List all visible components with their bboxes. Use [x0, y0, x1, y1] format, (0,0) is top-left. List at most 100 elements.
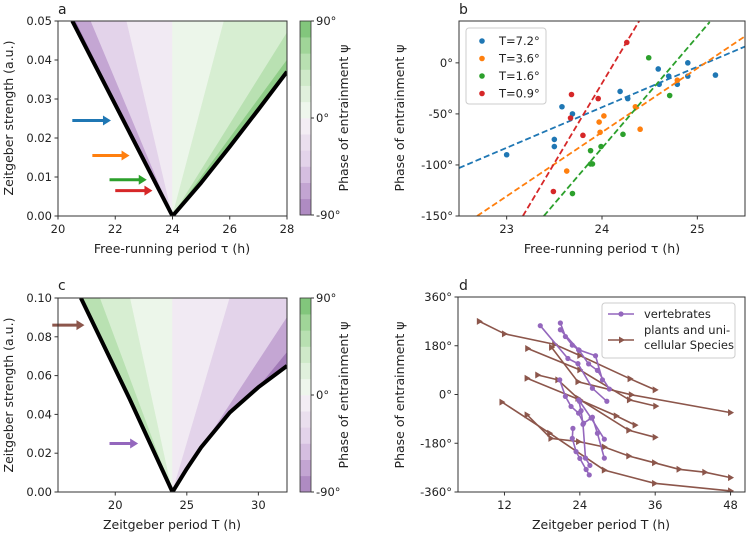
data-point — [570, 425, 576, 431]
data-point — [577, 455, 583, 462]
legend-marker — [619, 336, 625, 344]
data-point — [559, 103, 565, 110]
colorbar-band — [300, 85, 311, 103]
data-point — [599, 377, 606, 383]
panel-label-c: c — [58, 278, 66, 294]
y-tick-label: 0.02 — [26, 446, 52, 460]
colorbar-band — [300, 378, 311, 396]
colorbar-band — [300, 346, 311, 363]
data-point — [586, 361, 592, 367]
x-tick-label: 12 — [497, 498, 512, 512]
colorbar-band — [300, 314, 311, 331]
legend-frame — [465, 27, 547, 105]
data-point — [577, 366, 584, 374]
data-point — [580, 132, 586, 139]
colorbar-tick-label: -90° — [316, 208, 341, 222]
data-point — [568, 91, 575, 98]
colorbar-band — [300, 166, 311, 183]
colorbar-band — [300, 118, 311, 135]
fit-line — [543, 21, 711, 216]
data-point — [652, 386, 659, 394]
series-line — [527, 347, 656, 407]
series-line — [526, 377, 636, 426]
colorbar-band — [300, 330, 311, 347]
y-tick-label: -360° — [420, 485, 452, 499]
unentrained-region-right — [172, 365, 287, 492]
legend-marker — [479, 55, 485, 62]
legend-label: T=3.6° — [498, 52, 540, 66]
axes-frame-c — [57, 297, 288, 493]
y-tick-label: 0.04 — [26, 53, 52, 67]
x-tick-label: 30 — [251, 498, 266, 512]
ylabel-b: Phase of entrainment ψ — [392, 45, 407, 192]
colorbar-label-c: Phase of entrainment ψ — [336, 322, 351, 469]
colorbar-tick-label: 0° — [316, 111, 329, 125]
y-tick-label: 0.00 — [26, 209, 52, 223]
data-point — [595, 95, 601, 102]
colorbar-label-a: Phase of entrainment ψ — [336, 45, 351, 192]
x-tick-label: 36 — [648, 498, 663, 512]
data-point — [632, 421, 639, 429]
y-tick-label: 0.01 — [26, 170, 52, 184]
arrow-head-icon — [102, 115, 111, 126]
x-tick-label: 22 — [108, 222, 123, 236]
y-tick-label: 0° — [440, 56, 453, 70]
colorbar-band — [300, 37, 311, 54]
fit-line — [522, 21, 640, 216]
data-point — [632, 103, 639, 110]
data-point — [557, 327, 563, 333]
xlabel-b: Free-running period τ (h) — [524, 241, 680, 256]
data-point — [626, 396, 633, 404]
data-point — [652, 459, 659, 467]
unentrained-region-left — [58, 21, 173, 216]
y-tick-label: -50° — [428, 107, 453, 121]
colorbar-band — [300, 182, 311, 200]
x-tick-label: 26 — [222, 222, 237, 236]
data-point — [601, 443, 608, 451]
series-line — [559, 329, 604, 381]
colorbar-band — [300, 475, 311, 493]
data-point — [637, 126, 643, 133]
data-point — [652, 479, 659, 487]
colorbar-tick-label: 90° — [316, 14, 336, 28]
data-point — [549, 343, 556, 351]
data-point — [685, 60, 691, 66]
unentrained-region-right — [172, 71, 287, 216]
x-tick-label: 20 — [108, 498, 123, 512]
series-line — [550, 346, 731, 414]
y-tick-label: 360° — [424, 290, 452, 304]
colorbar-band — [300, 69, 311, 86]
data-point — [592, 353, 599, 359]
data-point — [501, 330, 508, 338]
legend-label: T=1.6° — [498, 69, 540, 83]
data-point — [588, 415, 594, 421]
data-point — [628, 391, 635, 399]
x-tick-label: 28 — [280, 222, 295, 236]
colorbar-band — [300, 443, 311, 460]
legend-d: vertebrates plants and uni-cellular Speci… — [601, 302, 736, 359]
colorbar-band — [300, 101, 311, 119]
colorbar-band — [300, 411, 311, 428]
data-point — [652, 433, 659, 441]
data-point — [587, 147, 594, 154]
data-point — [627, 375, 634, 383]
data-point — [578, 408, 584, 414]
data-point — [645, 54, 652, 61]
y-tick-label: -150° — [421, 209, 453, 223]
data-point — [626, 452, 633, 460]
data-point — [601, 113, 607, 119]
data-point — [583, 466, 589, 473]
y-tick-label: 0° — [439, 388, 452, 402]
data-point — [653, 402, 660, 410]
data-point — [665, 73, 672, 79]
unentrained-region-left — [58, 298, 173, 492]
data-point — [598, 143, 604, 150]
data-point — [537, 323, 543, 329]
colorbar-band — [300, 459, 311, 477]
colorbar-band — [300, 150, 311, 167]
data-point — [569, 435, 575, 441]
y-tick-label: -100° — [421, 158, 453, 172]
data-point — [576, 438, 583, 446]
y-tick-label: 0.05 — [26, 14, 52, 28]
